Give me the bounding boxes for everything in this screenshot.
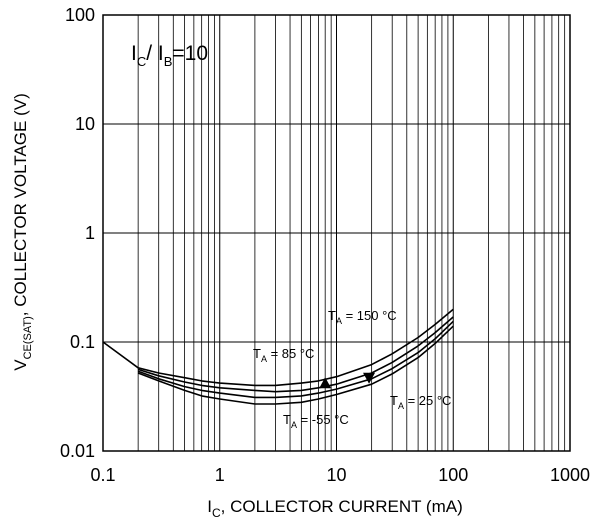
series-line-t-a-85-c — [137, 316, 454, 393]
x-tick-label: 0.1 — [90, 465, 115, 485]
x-tick-label: 1000 — [550, 465, 590, 485]
series-line-t-a-25-c — [137, 320, 454, 399]
condition-label: IC/ IB=10 — [131, 42, 208, 69]
x-tick-label: 100 — [438, 465, 468, 485]
series-line-t-a-55-c — [137, 325, 454, 405]
series-line-t-a-150-c — [102, 308, 454, 387]
y-tick-labels: 0.01 0.1 1 10 100 — [60, 5, 95, 461]
x-tick-labels: 0.1 1 10 100 1000 — [90, 465, 590, 485]
y-axis-title: VCE(SAT), COLLECTOR VOLTAGE (V) — [11, 93, 34, 370]
annotation-arrows — [319, 372, 376, 389]
y-tick-label: 100 — [65, 5, 95, 25]
x-tick-label: 1 — [215, 465, 225, 485]
annotation-150c: TA = 150 °C — [328, 308, 397, 326]
annotation-minus55c: TA = -55 °C — [283, 412, 349, 430]
x-tick-label: 10 — [326, 465, 346, 485]
y-tick-label: 0.1 — [70, 332, 95, 352]
series-lines — [102, 308, 454, 405]
annotation-85c: TA = 85 °C — [253, 346, 314, 364]
x-axis-title: IC, COLLECTOR CURRENT (mA) — [207, 497, 463, 520]
y-tick-label: 0.01 — [60, 441, 95, 461]
y-tick-label: 1 — [85, 223, 95, 243]
plot-frame — [102, 14, 571, 452]
arrow-down-icon — [363, 372, 376, 384]
arrow-up-icon — [319, 377, 332, 389]
y-tick-label: 10 — [75, 114, 95, 134]
annotation-25c: TA = 25 °C — [390, 393, 451, 411]
